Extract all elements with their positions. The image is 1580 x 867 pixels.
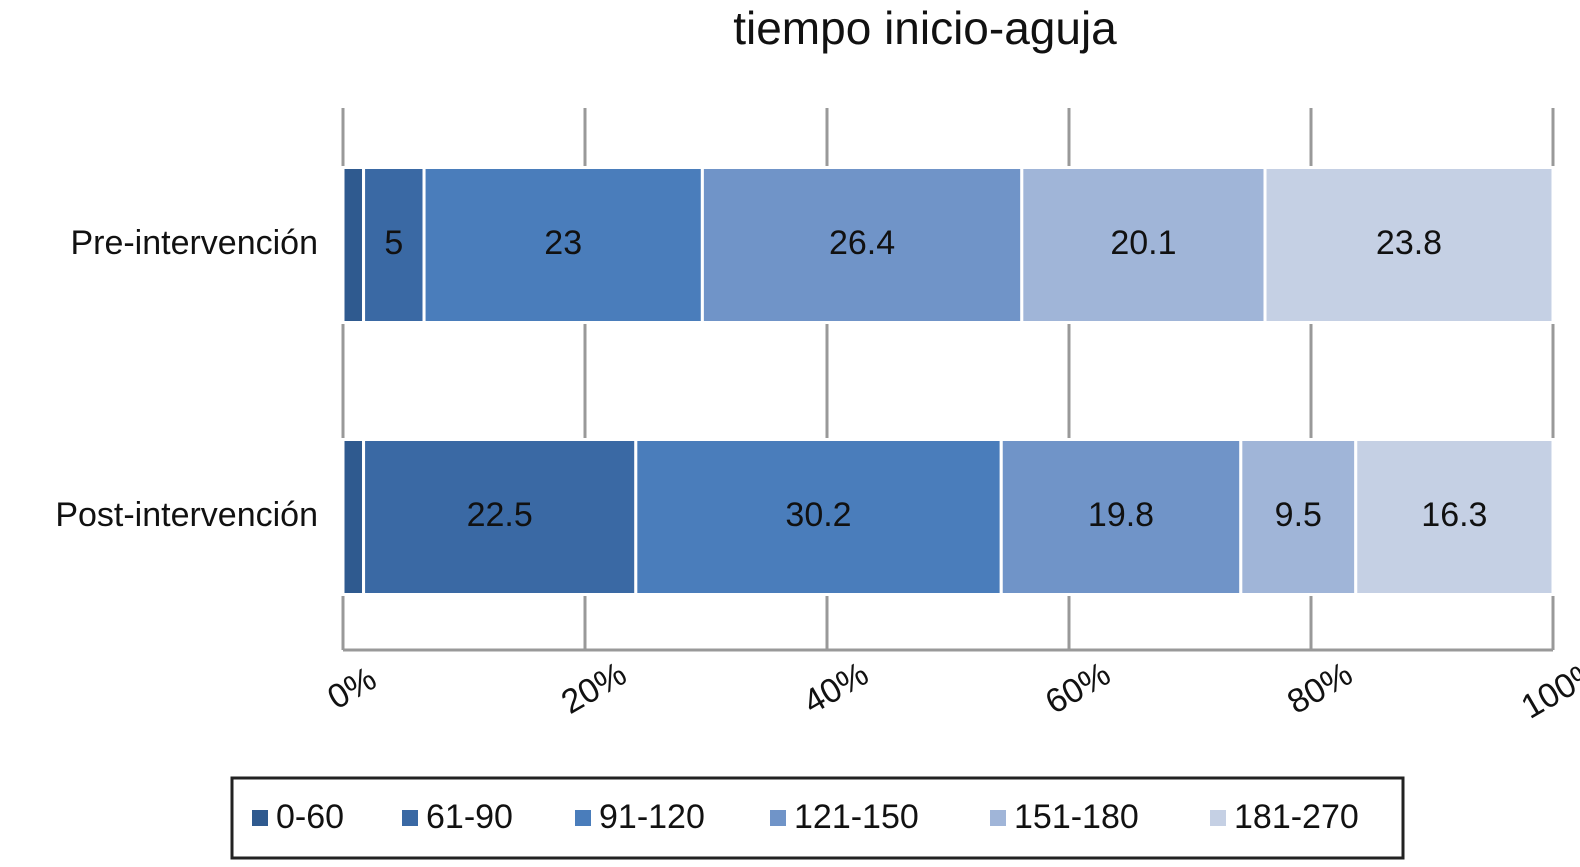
chart-title: tiempo inicio-aguja (733, 2, 1117, 54)
bar-segment (1354, 438, 1555, 596)
bar-segment (341, 166, 366, 324)
bar-segment (422, 166, 704, 324)
legend-label: 181-270 (1234, 798, 1359, 836)
x-tick-label: 0% (321, 660, 383, 717)
data-label: 16.3 (1421, 496, 1487, 534)
x-tick-label: 40% (797, 655, 875, 722)
bar-segment (1263, 166, 1555, 324)
x-tick-label: 100% (1515, 650, 1580, 726)
x-tick-label: 20% (555, 655, 633, 722)
legend-swatch (990, 810, 1006, 826)
data-label: 9.5 (1275, 496, 1322, 534)
legend-box (230, 776, 1405, 860)
bar-segment (1020, 166, 1267, 324)
y-tick-label: Pre-intervención (70, 224, 318, 262)
data-label: 20.1 (1110, 224, 1176, 262)
legend-swatch (252, 810, 268, 826)
legend-label: 91-120 (599, 798, 705, 836)
legend-label: 61-90 (426, 798, 513, 836)
x-tick-label: 60% (1039, 655, 1117, 722)
legend-label: 121-150 (794, 798, 919, 836)
legend-label: 151-180 (1014, 798, 1139, 836)
data-label: 5 (384, 224, 403, 262)
legend-swatch (770, 810, 786, 826)
bar-segment (700, 166, 1024, 324)
bar-segment (999, 438, 1243, 596)
data-label: 23.8 (1376, 224, 1442, 262)
data-label: 23 (544, 224, 582, 262)
y-tick-label: Post-intervención (55, 496, 318, 534)
data-label: 22.5 (467, 496, 533, 534)
legend-label: 0-60 (276, 798, 344, 836)
bar-segment (362, 166, 426, 324)
bar-segment (341, 438, 366, 596)
data-label: 30.2 (785, 496, 851, 534)
bar-segment (1239, 438, 1358, 596)
legend-swatch (1210, 810, 1226, 826)
x-tick-label: 80% (1281, 655, 1359, 722)
data-label: 19.8 (1088, 496, 1154, 534)
data-label: 26.4 (829, 224, 895, 262)
legend-swatch (402, 810, 418, 826)
legend-swatch (575, 810, 591, 826)
